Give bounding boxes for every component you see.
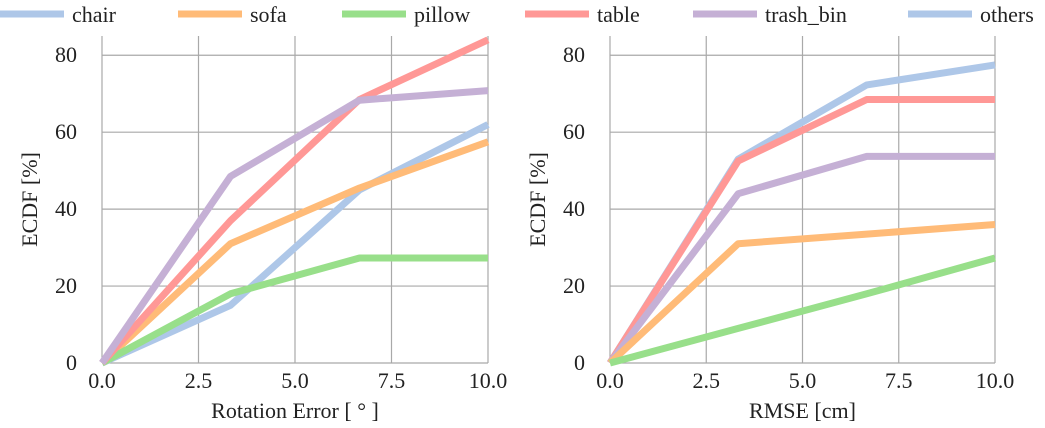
y-tick-label: 60 (55, 119, 77, 144)
x-axis-label: RMSE [cm] (749, 398, 856, 423)
legend-label: trash_bin (765, 2, 847, 27)
x-tick-label: 5.0 (281, 368, 309, 393)
x-tick-label: 2.5 (693, 368, 721, 393)
x-tick-label: 7.5 (378, 368, 406, 393)
legend-label: others (980, 2, 1034, 27)
legend-label: pillow (414, 2, 470, 27)
x-tick-label: 10.0 (469, 368, 508, 393)
x-axis-label: Rotation Error [ ° ] (211, 398, 379, 423)
x-tick-label: 10.0 (976, 368, 1015, 393)
y-tick-label: 40 (55, 196, 77, 221)
x-tick-label: 0.0 (596, 368, 624, 393)
y-axis-label: ECDF [%] (17, 152, 42, 247)
y-tick-label: 0 (574, 350, 585, 375)
y-tick-label: 0 (66, 350, 77, 375)
x-tick-label: 0.0 (88, 368, 116, 393)
y-tick-label: 80 (563, 42, 585, 67)
legend-label: table (597, 2, 640, 27)
x-tick-label: 2.5 (185, 368, 213, 393)
y-tick-label: 80 (55, 42, 77, 67)
y-tick-label: 60 (563, 119, 585, 144)
x-tick-label: 7.5 (885, 368, 913, 393)
y-tick-label: 40 (563, 196, 585, 221)
y-tick-label: 20 (55, 273, 77, 298)
y-tick-label: 20 (563, 273, 585, 298)
legend-label: sofa (250, 2, 287, 27)
y-axis-label: ECDF [%] (525, 152, 550, 247)
legend-label: chair (72, 2, 117, 27)
x-tick-label: 5.0 (789, 368, 817, 393)
